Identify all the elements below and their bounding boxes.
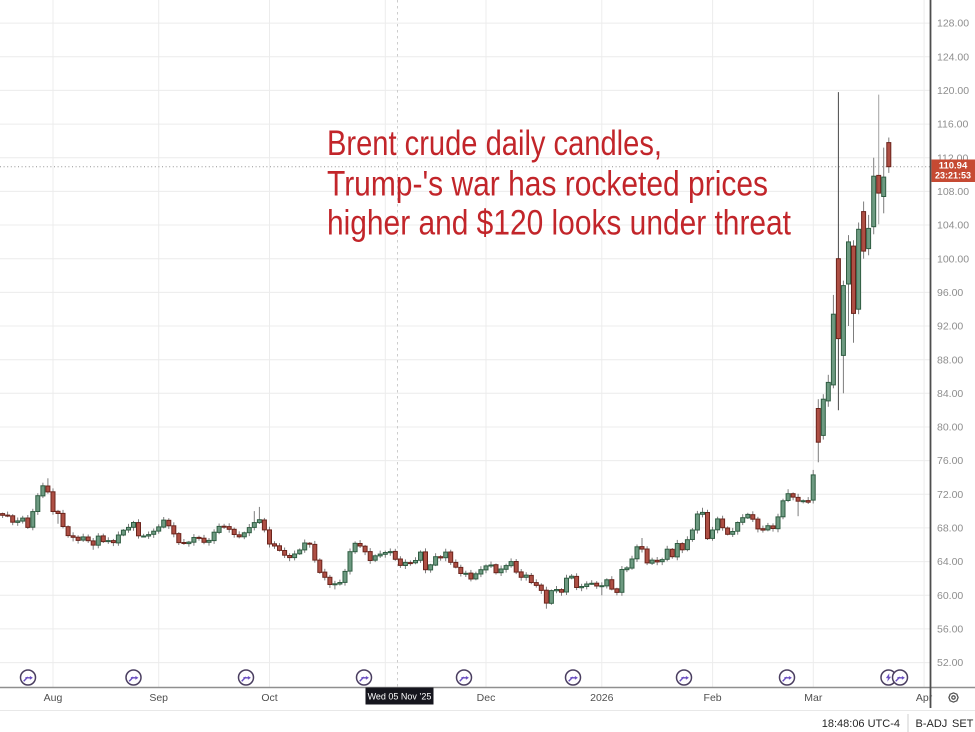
svg-text:104.00: 104.00 (937, 220, 969, 232)
svg-text:Aug: Aug (44, 692, 63, 704)
svg-text:Wed 05 Nov ’25: Wed 05 Nov ’25 (368, 692, 432, 702)
svg-text:Mar: Mar (804, 692, 823, 704)
svg-text:60.00: 60.00 (937, 590, 963, 602)
svg-text:56.00: 56.00 (937, 624, 963, 636)
svg-text:116.00: 116.00 (937, 119, 968, 131)
svg-text:Sep: Sep (149, 692, 168, 704)
svg-text:124.00: 124.00 (937, 51, 969, 63)
svg-text:120.00: 120.00 (937, 85, 969, 97)
svg-text:80.00: 80.00 (937, 422, 963, 434)
svg-text:68.00: 68.00 (937, 523, 963, 535)
svg-text:92.00: 92.00 (937, 321, 963, 333)
svg-text:Oct: Oct (261, 692, 277, 704)
svg-text:128.00: 128.00 (937, 18, 969, 30)
svg-text:23:21:53: 23:21:53 (935, 171, 971, 181)
svg-text:64.00: 64.00 (937, 556, 963, 568)
svg-text:Dec: Dec (477, 692, 496, 704)
svg-text:100.00: 100.00 (937, 253, 969, 265)
svg-text:76.00: 76.00 (937, 455, 963, 467)
svg-text:84.00: 84.00 (937, 388, 963, 400)
svg-text:higher and $120 looks under th: higher and $120 looks under threat (327, 203, 791, 243)
svg-text:2026: 2026 (590, 692, 614, 704)
svg-text:Trump-'s war has rocketed pric: Trump-'s war has rocketed prices (327, 164, 768, 204)
svg-text:52.00: 52.00 (937, 657, 963, 669)
svg-text:SET: SET (952, 718, 974, 730)
svg-text:110.94: 110.94 (939, 161, 968, 172)
svg-text:108.00: 108.00 (937, 186, 969, 198)
svg-text:Brent crude daily candles,: Brent crude daily candles, (327, 123, 662, 163)
svg-text:72.00: 72.00 (937, 489, 963, 501)
svg-text:18:48:06 UTC-4: 18:48:06 UTC-4 (822, 718, 900, 730)
svg-text:88.00: 88.00 (937, 354, 963, 366)
svg-text:Feb: Feb (704, 692, 722, 704)
svg-text:Apr: Apr (916, 692, 933, 704)
svg-text:B-ADJ: B-ADJ (916, 718, 948, 730)
svg-text:96.00: 96.00 (937, 287, 963, 299)
